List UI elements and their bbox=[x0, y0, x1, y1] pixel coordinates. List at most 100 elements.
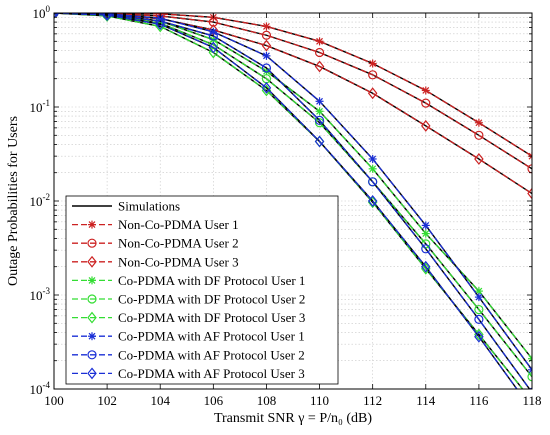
data-point bbox=[261, 39, 272, 52]
legend-marker bbox=[87, 350, 97, 360]
data-point bbox=[421, 262, 431, 275]
y-tick-label: 10-2 bbox=[30, 192, 51, 209]
analytical-line bbox=[54, 13, 532, 195]
legend-label: Non-Co-PDMA User 1 bbox=[118, 217, 239, 232]
legend-label: Co-PDMA with AF Protocol User 1 bbox=[118, 329, 305, 344]
data-point bbox=[474, 130, 484, 140]
data-point bbox=[474, 293, 483, 302]
data-point bbox=[368, 59, 377, 68]
legend-marker bbox=[88, 220, 96, 229]
data-point bbox=[314, 118, 325, 128]
data-point bbox=[367, 196, 378, 209]
x-tick-label: 116 bbox=[469, 393, 489, 408]
legend-entry: Simulations bbox=[72, 199, 180, 214]
legend-marker bbox=[87, 255, 97, 268]
data-point bbox=[261, 81, 272, 94]
data-point bbox=[208, 46, 219, 59]
legend-entry: Co-PDMA with DF Protocol User 2 bbox=[72, 292, 305, 307]
data-point bbox=[368, 154, 377, 163]
x-tick-label: 108 bbox=[257, 393, 277, 408]
analytical-line bbox=[54, 13, 518, 389]
series-7 bbox=[54, 13, 532, 374]
legend-label: Co-PDMA with DF Protocol User 3 bbox=[118, 310, 305, 325]
y-tick-label: 10-4 bbox=[30, 380, 51, 397]
data-point bbox=[262, 22, 271, 31]
data-point bbox=[527, 372, 532, 382]
data-point bbox=[474, 287, 483, 296]
analytical-line bbox=[54, 13, 531, 389]
data-point bbox=[421, 244, 431, 254]
x-tick-labels: 100 102 104 106 108 110 112 114 116 118 bbox=[44, 393, 541, 408]
data-point bbox=[527, 164, 532, 174]
data-point bbox=[314, 60, 325, 73]
data-point bbox=[421, 229, 430, 238]
data-point bbox=[314, 115, 325, 126]
legend-label: Co-PDMA with AF Protocol User 3 bbox=[118, 366, 305, 381]
legend-label: Non-Co-PDMA User 3 bbox=[118, 254, 239, 269]
y-tick-label: 10-1 bbox=[30, 98, 51, 115]
legend-marker bbox=[87, 294, 97, 304]
legend-entry: Co-PDMA with DF Protocol User 1 bbox=[72, 273, 305, 288]
analytical-line bbox=[54, 13, 532, 170]
data-point bbox=[474, 304, 484, 315]
x-tick-label: 102 bbox=[97, 393, 117, 408]
data-point bbox=[421, 221, 430, 230]
legend-entry: Non-Co-PDMA User 2 bbox=[72, 236, 239, 251]
data-point bbox=[315, 97, 324, 106]
data-point bbox=[314, 47, 325, 58]
data-point bbox=[474, 314, 484, 325]
series-8 bbox=[54, 13, 532, 389]
legend-label: Co-PDMA with DF Protocol User 1 bbox=[118, 273, 305, 288]
data-point bbox=[261, 30, 272, 40]
series-layer bbox=[54, 13, 532, 389]
data-point bbox=[261, 63, 272, 73]
data-point bbox=[421, 98, 431, 108]
data-point bbox=[368, 70, 378, 80]
data-point bbox=[155, 18, 165, 31]
y-tick-labels: 100 10-1 10-2 10-3 10-4 bbox=[30, 4, 51, 397]
legend-entry: Co-PDMA with AF Protocol User 1 bbox=[72, 329, 305, 344]
y-tick-label: 100 bbox=[33, 4, 51, 21]
legend-marker bbox=[88, 332, 96, 341]
data-point bbox=[208, 17, 218, 27]
legend: Simulations Non-Co-PDMA User 1 Non-Co-PDMA… bbox=[65, 195, 339, 385]
data-point bbox=[421, 86, 430, 95]
x-tick-label: 100 bbox=[44, 393, 64, 408]
data-point bbox=[208, 41, 219, 54]
analytical-line bbox=[54, 13, 532, 371]
legend-marker bbox=[87, 311, 97, 324]
legend-marker bbox=[88, 276, 96, 285]
series-9 bbox=[54, 13, 518, 389]
legend-box bbox=[65, 195, 339, 385]
data-point bbox=[367, 87, 378, 100]
data-point bbox=[208, 40, 218, 50]
y-tick-label: 10-3 bbox=[30, 286, 51, 303]
x-tick-label: 118 bbox=[522, 393, 541, 408]
x-tick-label: 110 bbox=[310, 393, 329, 408]
legend-entry: Non-Co-PDMA User 3 bbox=[72, 254, 239, 269]
legend-marker bbox=[87, 367, 97, 380]
legend-entry: Co-PDMA with DF Protocol User 3 bbox=[72, 310, 305, 325]
data-point bbox=[368, 177, 378, 187]
legend-entry: Co-PDMA with AF Protocol User 2 bbox=[72, 347, 305, 362]
ticks bbox=[53, 12, 533, 390]
data-point bbox=[314, 135, 325, 148]
data-point bbox=[474, 118, 483, 127]
data-point bbox=[528, 365, 532, 374]
data-point bbox=[474, 330, 484, 343]
legend-label: Co-PDMA with DF Protocol User 2 bbox=[118, 292, 305, 307]
data-point bbox=[474, 153, 484, 165]
legend-label: Simulations bbox=[118, 199, 180, 214]
legend-marker bbox=[87, 238, 97, 248]
legend-entry: Non-Co-PDMA User 1 bbox=[72, 217, 239, 232]
analytical-line bbox=[54, 13, 532, 378]
legend-label: Co-PDMA with AF Protocol User 2 bbox=[118, 347, 305, 362]
x-tick-label: 112 bbox=[363, 393, 382, 408]
legend-entry: Co-PDMA with AF Protocol User 3 bbox=[72, 366, 305, 381]
data-point bbox=[208, 31, 218, 41]
x-tick-label: 106 bbox=[204, 393, 224, 408]
data-point bbox=[368, 164, 377, 173]
x-tick-label: 114 bbox=[416, 393, 436, 408]
data-point bbox=[262, 51, 271, 60]
